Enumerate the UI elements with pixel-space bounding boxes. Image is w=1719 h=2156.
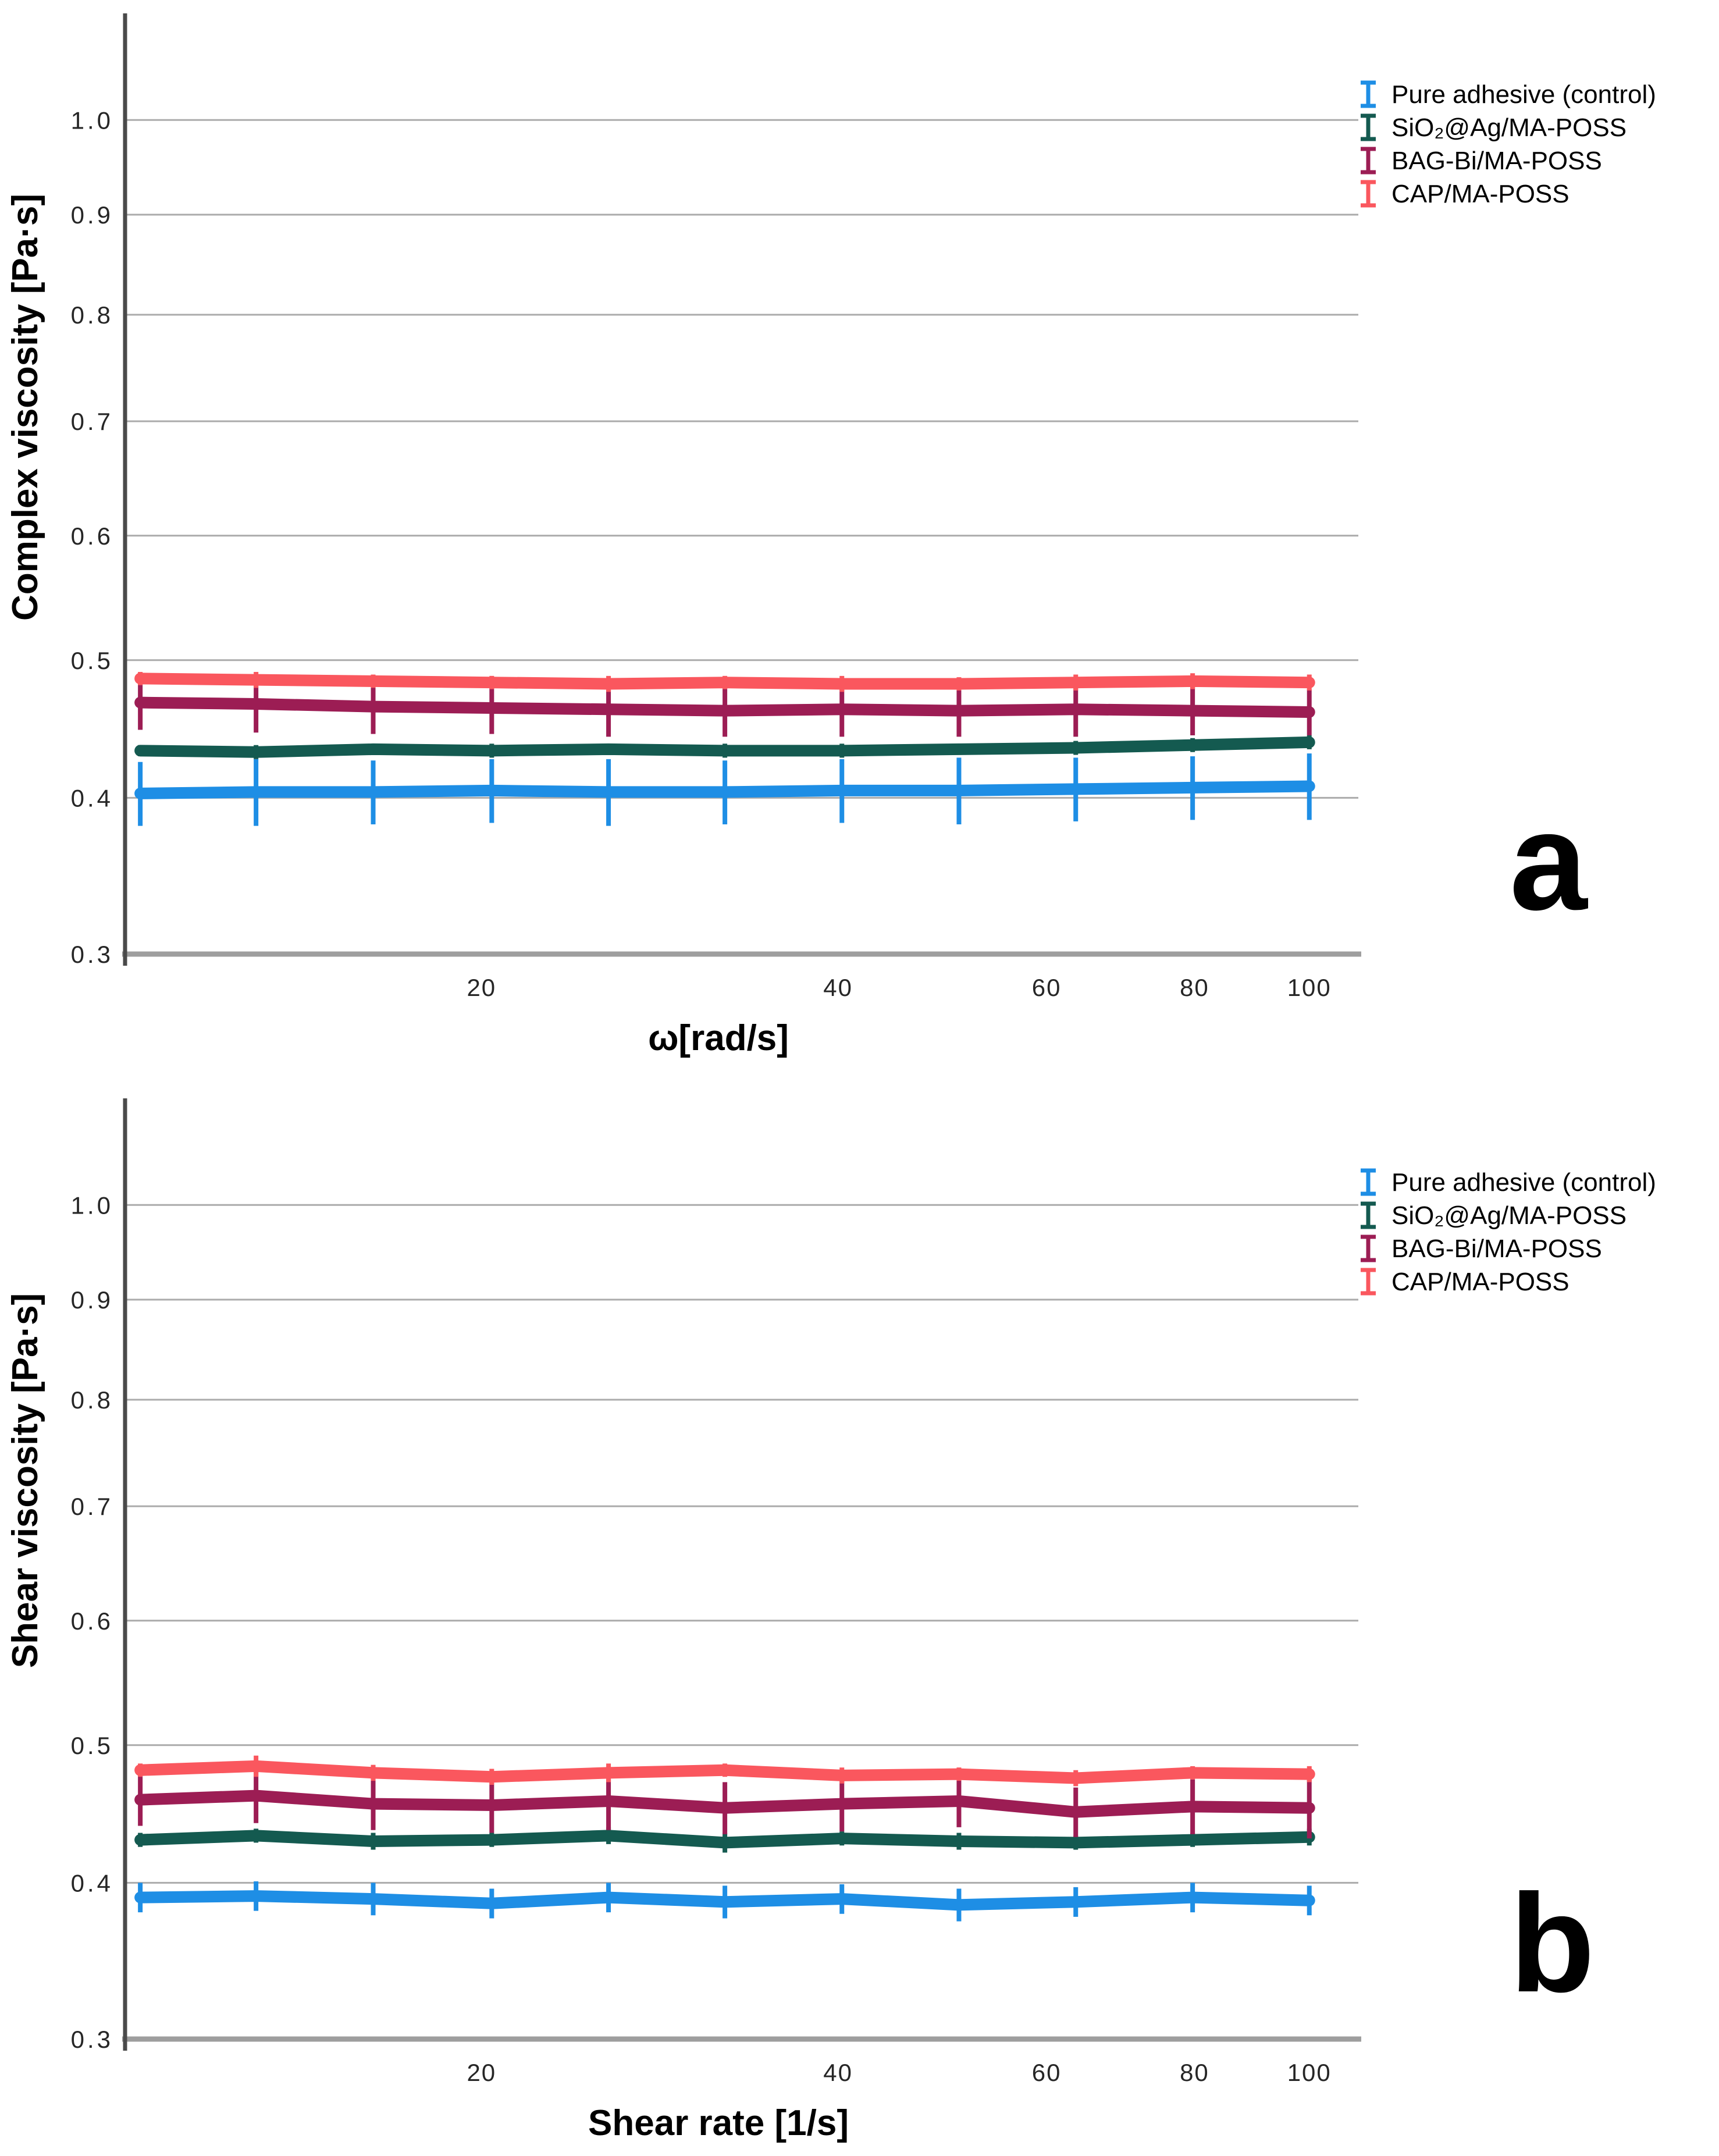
y-tick-label: 0.4 xyxy=(71,784,113,812)
x-tick-label: 100 xyxy=(1287,974,1332,1001)
x-tick-label: 80 xyxy=(1180,2059,1209,2086)
y-tick-label: 0.9 xyxy=(71,1286,113,1314)
y-tick-label: 1.0 xyxy=(71,106,113,134)
legend-errorbar-icon xyxy=(1361,1168,1376,1196)
series-line xyxy=(134,1830,1315,1849)
x-tick-label: 20 xyxy=(467,2059,496,2086)
series-group xyxy=(134,672,1315,692)
legend-errorbar-icon xyxy=(1361,1201,1376,1229)
x-tick-label: 100 xyxy=(1287,2059,1332,2086)
y-tick-label: 0.5 xyxy=(71,647,113,674)
x-tick-label: 20 xyxy=(467,974,496,1001)
y-tick-label: 1.0 xyxy=(71,1191,113,1219)
series-group xyxy=(134,1827,1315,1853)
x-axis-title: Shear rate [1/s] xyxy=(588,2103,849,2143)
y-tick-label: 0.9 xyxy=(71,201,113,229)
series-group xyxy=(134,735,1315,759)
series-group xyxy=(134,1769,1315,1839)
x-tick-label: 60 xyxy=(1032,974,1062,1001)
y-axis-title: Complex viscosity [Pa·s] xyxy=(5,194,45,621)
y-tick-label: 0.8 xyxy=(71,301,113,329)
y-tick-label: 0.8 xyxy=(71,1386,113,1414)
x-axis-title: ω[rad/s] xyxy=(648,1018,789,1058)
series-line xyxy=(134,696,1315,718)
x-tick-label: 80 xyxy=(1180,974,1209,1001)
y-axis-title: Shear viscosity [Pa·s] xyxy=(5,1293,45,1668)
series-group xyxy=(134,753,1315,826)
y-tick-label: 0.7 xyxy=(71,408,113,435)
legend-item-label: CAP/MA-POSS xyxy=(1391,1268,1569,1296)
legend-item-label: SiO₂@Ag/MA-POSS xyxy=(1391,113,1627,142)
y-tick-label: 0.3 xyxy=(71,2026,113,2053)
series-line xyxy=(134,1760,1315,1784)
series-group xyxy=(134,675,1315,737)
legend-errorbar-icon xyxy=(1361,80,1376,108)
series-line xyxy=(134,736,1315,758)
series-line xyxy=(134,1890,1315,1911)
legend-item-label: Pure adhesive (control) xyxy=(1391,1168,1656,1197)
legend-item-label: CAP/MA-POSS xyxy=(1391,180,1569,208)
x-tick-label: 40 xyxy=(823,2059,853,2086)
y-tick-label: 0.4 xyxy=(71,1869,113,1897)
legend-errorbar-icon xyxy=(1361,180,1376,208)
series-group xyxy=(134,1755,1315,1787)
y-tick-label: 0.7 xyxy=(71,1493,113,1520)
legend-item-label: Pure adhesive (control) xyxy=(1391,80,1656,109)
y-tick-label: 0.3 xyxy=(71,941,113,968)
legend-errorbar-icon xyxy=(1361,113,1376,141)
x-tick-label: 60 xyxy=(1032,2059,1062,2086)
legend-item-label: BAG-Bi/MA-POSS xyxy=(1391,1234,1602,1263)
series-line xyxy=(134,1789,1315,1818)
panel-label-a: a xyxy=(1510,783,1588,939)
series-line xyxy=(134,780,1315,799)
legend-item-label: SiO₂@Ag/MA-POSS xyxy=(1391,1201,1627,1230)
y-tick-label: 0.6 xyxy=(71,522,113,550)
x-tick-label: 40 xyxy=(823,974,853,1001)
panel-label-b: b xyxy=(1510,1865,1595,2021)
legend-errorbar-icon xyxy=(1361,1234,1376,1262)
legend-errorbar-icon xyxy=(1361,147,1376,175)
y-tick-label: 0.6 xyxy=(71,1607,113,1635)
legend-item-label: BAG-Bi/MA-POSS xyxy=(1391,147,1602,175)
legend-errorbar-icon xyxy=(1361,1268,1376,1296)
series-group xyxy=(134,1881,1315,1922)
series-line xyxy=(134,673,1315,690)
y-tick-label: 0.5 xyxy=(71,1732,113,1759)
